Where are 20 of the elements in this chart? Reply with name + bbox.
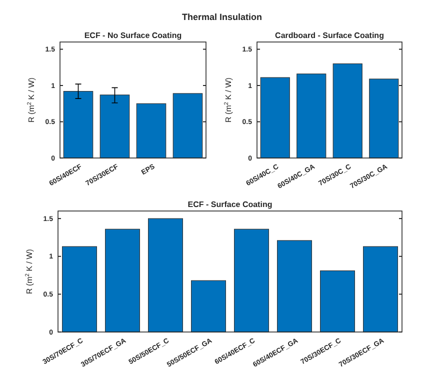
bar [296,74,326,158]
bar [332,63,362,158]
chart-title: ECF - Surface Coating [188,200,272,209]
bar [63,91,94,158]
chart-title: Cardboard - Surface Coating [275,31,384,40]
bar [172,93,203,158]
bar [136,103,166,158]
bar [62,246,97,332]
bar [148,218,183,332]
bar [363,246,398,332]
bar [234,228,269,332]
bar [369,78,399,158]
bar [105,228,140,332]
chart-title: ECF - No Surface Coating [84,31,182,40]
bar [277,240,312,332]
bar [320,270,355,332]
bar [100,94,130,158]
bar [191,280,226,332]
text: Thermal Insulation [182,12,262,22]
bar [260,77,290,158]
